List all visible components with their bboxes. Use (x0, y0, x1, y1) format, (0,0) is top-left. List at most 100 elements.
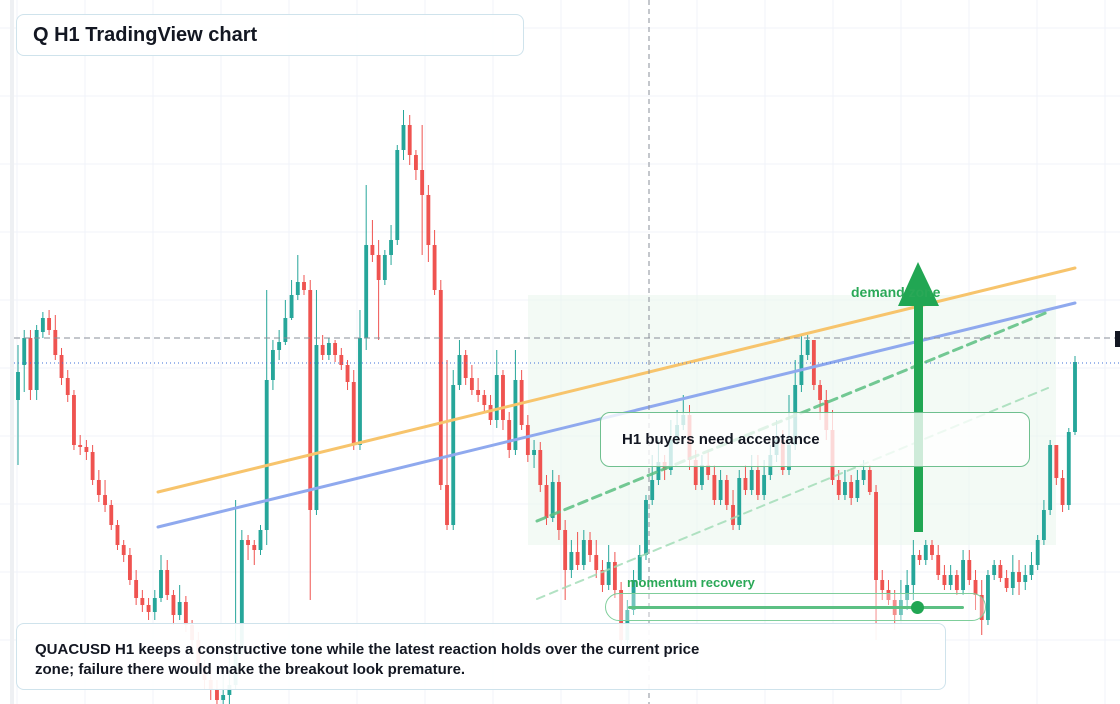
candle-body (550, 482, 555, 518)
candle-body (998, 565, 1003, 578)
candle (414, 150, 418, 180)
candle-body (246, 540, 250, 545)
candle (451, 370, 456, 530)
candle (961, 550, 966, 595)
candle (16, 345, 20, 465)
candle (494, 350, 499, 428)
candle-body (1060, 478, 1065, 505)
candle-body (339, 355, 344, 365)
candle (159, 555, 163, 602)
candle-body (314, 345, 319, 510)
candle (538, 442, 543, 492)
candle-body (525, 425, 530, 455)
candle (326, 338, 331, 360)
candle-body (183, 602, 188, 625)
candle (165, 560, 170, 600)
candle (743, 465, 748, 495)
candle (401, 110, 406, 160)
candle-body (656, 462, 661, 480)
candle-body (345, 365, 350, 382)
candle-body (930, 545, 934, 555)
candle-body (507, 420, 512, 450)
candle (637, 545, 642, 585)
candle (507, 412, 512, 458)
candle-body (867, 470, 872, 492)
candle-body (358, 338, 362, 445)
candle-body (140, 598, 145, 605)
candle-body (414, 155, 418, 170)
candle-body (215, 690, 219, 700)
candle (805, 335, 810, 360)
candle (1054, 445, 1059, 485)
candle-body (1010, 572, 1015, 588)
candle-body (749, 470, 754, 490)
candle-body (1017, 572, 1021, 582)
candle-body (588, 540, 592, 555)
candle-body (96, 480, 101, 495)
candle-body (165, 570, 170, 595)
candle (855, 470, 860, 502)
candle (277, 330, 282, 360)
candle-body (631, 580, 636, 610)
candle-body (152, 598, 157, 612)
candle (246, 535, 250, 560)
candle (718, 470, 723, 505)
candle-body (370, 245, 375, 255)
price-scale-marker[interactable] (1115, 331, 1120, 347)
candle-body (811, 340, 816, 385)
candle-body (1035, 540, 1040, 565)
candle (923, 540, 928, 565)
candle-body (22, 338, 27, 365)
candle (557, 475, 561, 540)
candle-body (127, 555, 132, 580)
momentum-knob[interactable] (911, 601, 924, 614)
candle-body (836, 480, 841, 495)
candle (600, 560, 605, 592)
candle-body (264, 380, 269, 530)
candle-body (469, 378, 474, 390)
candle-body (743, 478, 748, 490)
candle-body (438, 290, 443, 485)
candle-body (1041, 510, 1046, 540)
candle-body (1066, 432, 1071, 505)
candle (127, 548, 132, 585)
chart-title: Q H1 TradingView chart (33, 23, 258, 46)
candle-body (382, 255, 387, 280)
candle-body (171, 595, 176, 615)
candle (351, 370, 356, 450)
candle-body (911, 555, 916, 585)
candle (998, 560, 1003, 582)
candle-body (426, 195, 431, 245)
candle (1041, 500, 1046, 545)
momentum-label: momentum recovery (627, 575, 755, 590)
candle (1048, 440, 1053, 515)
candle (569, 540, 574, 578)
candle (146, 598, 151, 620)
candle-body (90, 452, 95, 480)
candle-body (308, 290, 313, 510)
candle-body (134, 580, 139, 598)
candle (1035, 535, 1040, 570)
candle (905, 570, 910, 610)
candle-body (221, 695, 226, 700)
candle-body (283, 318, 288, 342)
candle-body (72, 395, 76, 445)
candle (78, 435, 83, 455)
candle-body (159, 570, 163, 598)
candle-body (109, 505, 114, 525)
candle (22, 330, 27, 392)
candle-body (861, 470, 866, 480)
candle (407, 115, 412, 165)
candle (880, 570, 885, 600)
candle (376, 240, 381, 340)
candle-body (376, 255, 381, 280)
candle (59, 348, 64, 385)
candle (986, 570, 990, 625)
candle-body (289, 295, 294, 318)
chart-title-box: Q H1 TradingView chart (16, 14, 524, 56)
candle (140, 590, 145, 612)
candle (954, 570, 959, 595)
candle-body (967, 560, 972, 580)
candle (364, 185, 369, 350)
candle-body (581, 540, 586, 565)
